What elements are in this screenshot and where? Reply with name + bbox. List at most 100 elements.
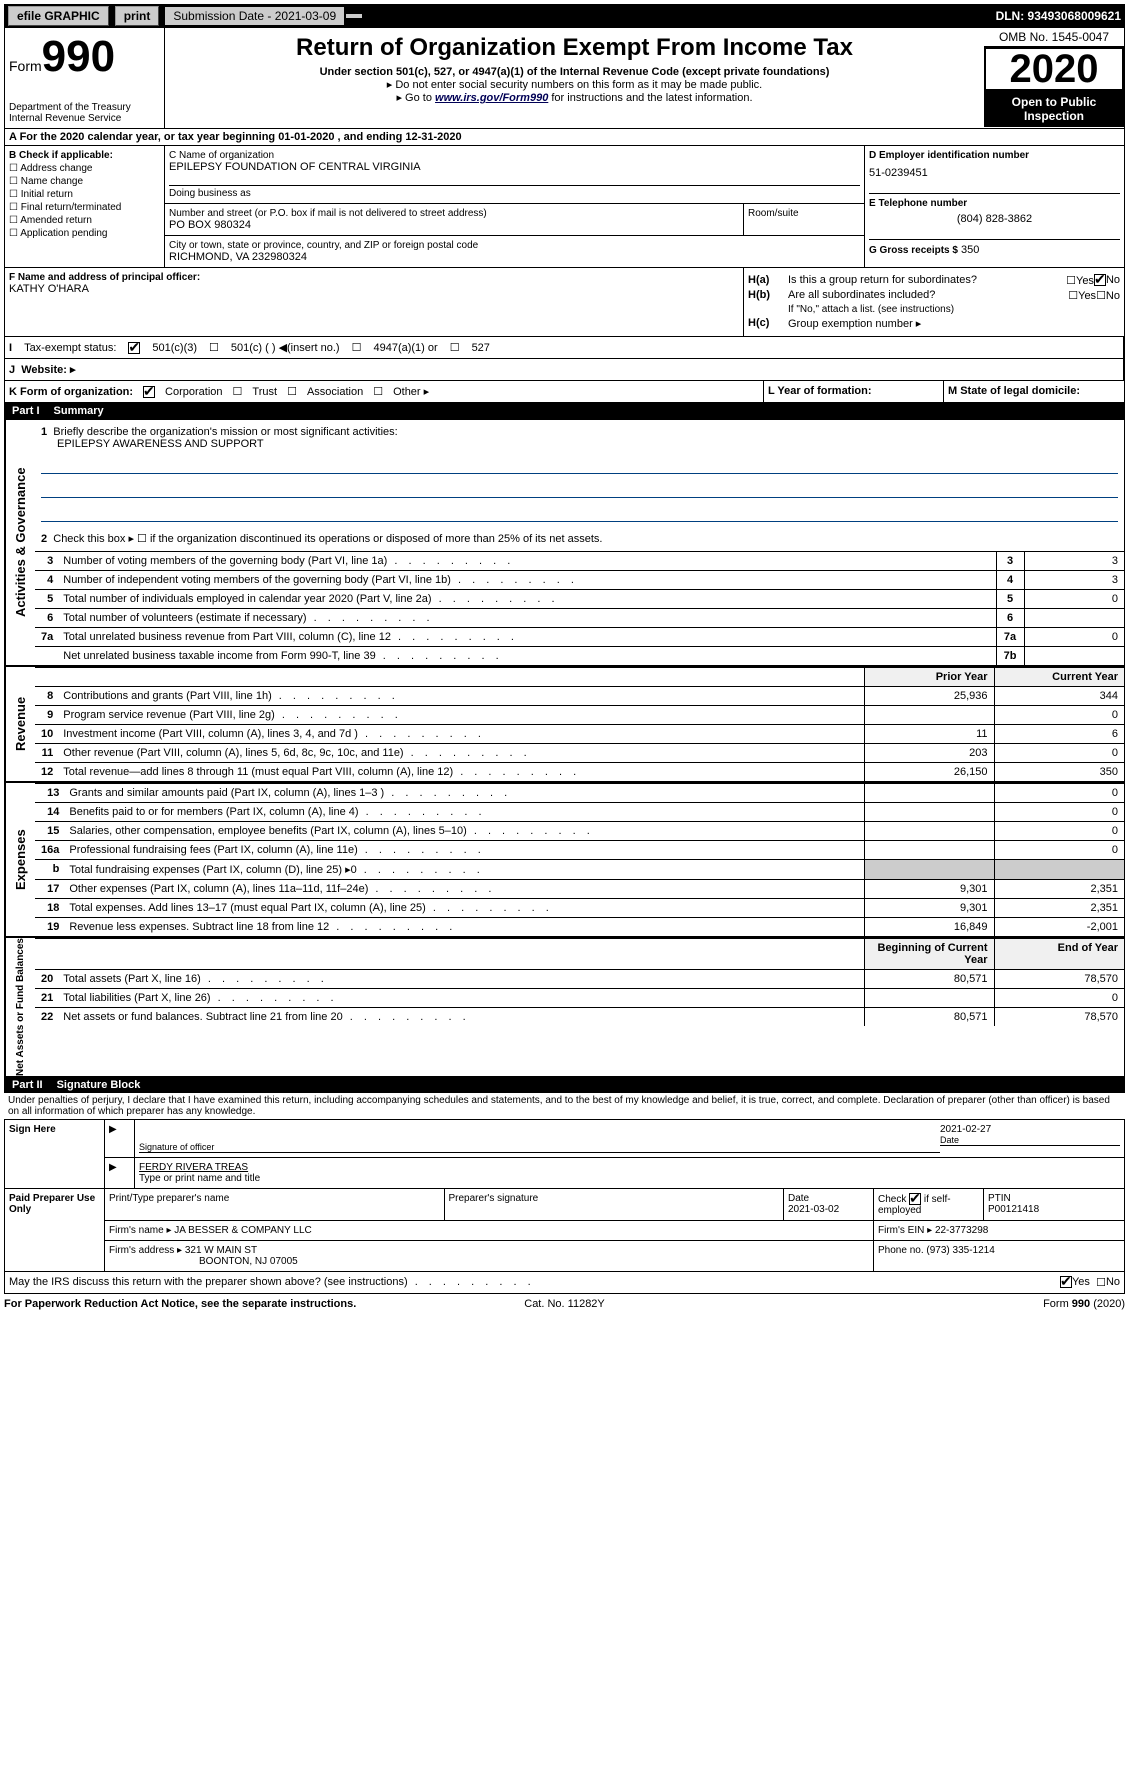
hc-label: H(c) <box>748 317 788 330</box>
open-to-public-badge: Open to Public Inspection <box>984 91 1124 127</box>
address-label: Number and street (or P.O. box if mail i… <box>169 208 739 219</box>
signature-table: Sign Here ▶ Signature of officer 2021-02… <box>4 1119 1125 1272</box>
form-title: Return of Organization Exempt From Incom… <box>173 34 976 62</box>
cb-corporation[interactable] <box>143 386 155 398</box>
omb-number: OMB No. 1545-0047 <box>984 28 1124 47</box>
revenue-table: Prior YearCurrent Year8Contributions and… <box>35 667 1124 781</box>
discuss-no-checkbox[interactable]: ☐ <box>1096 1276 1106 1289</box>
ha-no-checkbox[interactable] <box>1094 274 1106 286</box>
firm-addr2: BOONTON, NJ 07005 <box>199 1256 298 1267</box>
cb-name-change[interactable]: ☐ Name change <box>9 176 160 187</box>
officer-label: F Name and address of principal officer: <box>9 272 739 283</box>
cb-association[interactable]: ☐ <box>287 385 297 398</box>
part1-title: Summary <box>54 405 104 417</box>
tax-exempt-label: Tax-exempt status: <box>24 342 116 354</box>
prep-date: 2021-03-02 <box>788 1204 839 1215</box>
officer-group-section: F Name and address of principal officer:… <box>4 268 1125 337</box>
tax-year: 2020 <box>984 47 1124 91</box>
org-name-label: C Name of organization <box>169 150 860 161</box>
perjury-text: Under penalties of perjury, I declare th… <box>4 1093 1125 1119</box>
hb-yes-checkbox[interactable]: ☐Yes <box>1068 289 1096 302</box>
cb-other[interactable]: ☐ <box>373 385 383 398</box>
form-header: Form990 Department of the Treasury Inter… <box>4 28 1125 129</box>
governance-table: 3Number of voting members of the governi… <box>35 551 1124 665</box>
cb-501c[interactable]: ☐ <box>209 341 219 354</box>
sign-date: 2021-02-27 <box>940 1124 1120 1135</box>
year-formation-label: L Year of formation: <box>768 385 872 397</box>
officer-print-name: FERDY RIVERA TREAS <box>139 1162 1120 1173</box>
ein-value: 51-0239451 <box>869 167 1120 179</box>
discuss-no-label: No <box>1106 1276 1120 1289</box>
org-name: EPILEPSY FOUNDATION OF CENTRAL VIRGINIA <box>169 161 860 173</box>
cb-address-change[interactable]: ☐ Address change <box>9 163 160 174</box>
room-suite-label: Room/suite <box>744 204 864 235</box>
section-k-label: K Form of organization: <box>9 386 133 398</box>
officer-name: KATHY O'HARA <box>9 283 739 295</box>
form-subtitle-1: Under section 501(c), 527, or 4947(a)(1)… <box>173 66 976 78</box>
phone-label: E Telephone number <box>869 193 1120 209</box>
cb-trust[interactable]: ☐ <box>233 385 243 398</box>
hb-label: H(b) <box>748 289 788 302</box>
cb-final-return[interactable]: ☐ Final return/terminated <box>9 202 160 213</box>
prep-self-employed[interactable]: Check if self-employed <box>878 1194 951 1216</box>
cb-501c3[interactable] <box>128 342 140 354</box>
part1-num: Part I <box>12 405 40 417</box>
page-footer: For Paperwork Reduction Act Notice, see … <box>4 1294 1125 1314</box>
ptin-label: PTIN <box>988 1193 1011 1204</box>
entity-info-section: B Check if applicable: ☐ Address change … <box>4 146 1125 268</box>
website-row: J Website: ▸ <box>4 359 1125 381</box>
department-label: Department of the Treasury Internal Reve… <box>9 102 160 124</box>
cb-527[interactable]: ☐ <box>450 341 460 354</box>
hb-no-checkbox[interactable]: ☐No <box>1096 289 1120 302</box>
submission-date <box>346 14 362 18</box>
mission-value: EPILEPSY AWARENESS AND SUPPORT <box>57 438 1118 450</box>
sig-officer-label: Signature of officer <box>139 1124 940 1153</box>
net-assets-table: Beginning of Current YearEnd of Year20To… <box>35 938 1124 1026</box>
tax-year-range: A For the 2020 calendar year, or tax yea… <box>4 129 1125 146</box>
top-toolbar: efile GRAPHIC print Submission Date - 20… <box>4 4 1125 28</box>
expenses-table: 13Grants and similar amounts paid (Part … <box>35 783 1124 936</box>
firm-phone: (973) 335-1214 <box>926 1245 994 1256</box>
officer-print-label: Type or print name and title <box>139 1173 1120 1184</box>
hc-text: Group exemption number ▸ <box>788 317 921 330</box>
print-button[interactable]: print <box>115 6 160 26</box>
cb-initial-return[interactable]: ☐ Initial return <box>9 189 160 200</box>
ein-label: D Employer identification number <box>869 150 1120 161</box>
gross-receipts-value: 350 <box>961 244 979 256</box>
cb-4947[interactable]: ☐ <box>352 341 362 354</box>
sidebar-governance: Activities & Governance <box>5 420 35 665</box>
firm-addr1: 321 W MAIN ST <box>185 1245 257 1256</box>
submission-date-label: Submission Date - 2021-03-09 <box>165 7 344 25</box>
form-subtitle-3-prefix: ▸ Go to <box>396 92 435 104</box>
discuss-yes-checkbox[interactable] <box>1060 1276 1072 1288</box>
line2-label: Check this box ▸ ☐ if the organization d… <box>53 533 602 545</box>
footer-mid: Cat. No. 11282Y <box>378 1298 752 1310</box>
cb-application-pending[interactable]: ☐ Application pending <box>9 228 160 239</box>
ha-no-label: No <box>1106 274 1120 287</box>
form990-link[interactable]: www.irs.gov/Form990 <box>435 92 548 104</box>
prep-sig-label: Preparer's signature <box>449 1193 539 1204</box>
cb-amended-return[interactable]: ☐ Amended return <box>9 215 160 226</box>
ha-text: Is this a group return for subordinates? <box>788 274 1066 287</box>
row-i-label: I <box>9 342 12 354</box>
firm-ein-label: Firm's EIN ▸ <box>878 1225 932 1236</box>
form-org-row: K Form of organization: Corporation ☐Tru… <box>4 381 1125 403</box>
sign-date-label: Date <box>940 1135 1120 1146</box>
line1-label: Briefly describe the organization's miss… <box>53 426 397 438</box>
form-number: 990 <box>42 32 115 81</box>
part2-header: Part II Signature Block <box>4 1077 1125 1093</box>
paid-preparer-label: Paid Preparer Use Only <box>5 1189 105 1272</box>
website-label: Website: ▸ <box>21 364 75 376</box>
sidebar-net-assets: Net Assets or Fund Balances <box>5 938 35 1076</box>
hb-text: Are all subordinates included? <box>788 289 1068 302</box>
phone-value: (804) 828-3862 <box>869 213 1120 225</box>
firm-name: JA BESSER & COMPANY LLC <box>174 1225 311 1236</box>
city-label: City or town, state or province, country… <box>169 240 860 251</box>
form-subtitle-3-suffix: for instructions and the latest informat… <box>548 92 752 104</box>
ha-yes-checkbox[interactable]: ☐Yes <box>1066 274 1094 287</box>
discuss-row: May the IRS discuss this return with the… <box>4 1272 1125 1294</box>
row-j-label: J <box>9 364 15 376</box>
form-label: Form <box>9 58 42 74</box>
footer-right: Form 990 (2020) <box>751 1298 1125 1310</box>
part2-title: Signature Block <box>57 1079 141 1091</box>
